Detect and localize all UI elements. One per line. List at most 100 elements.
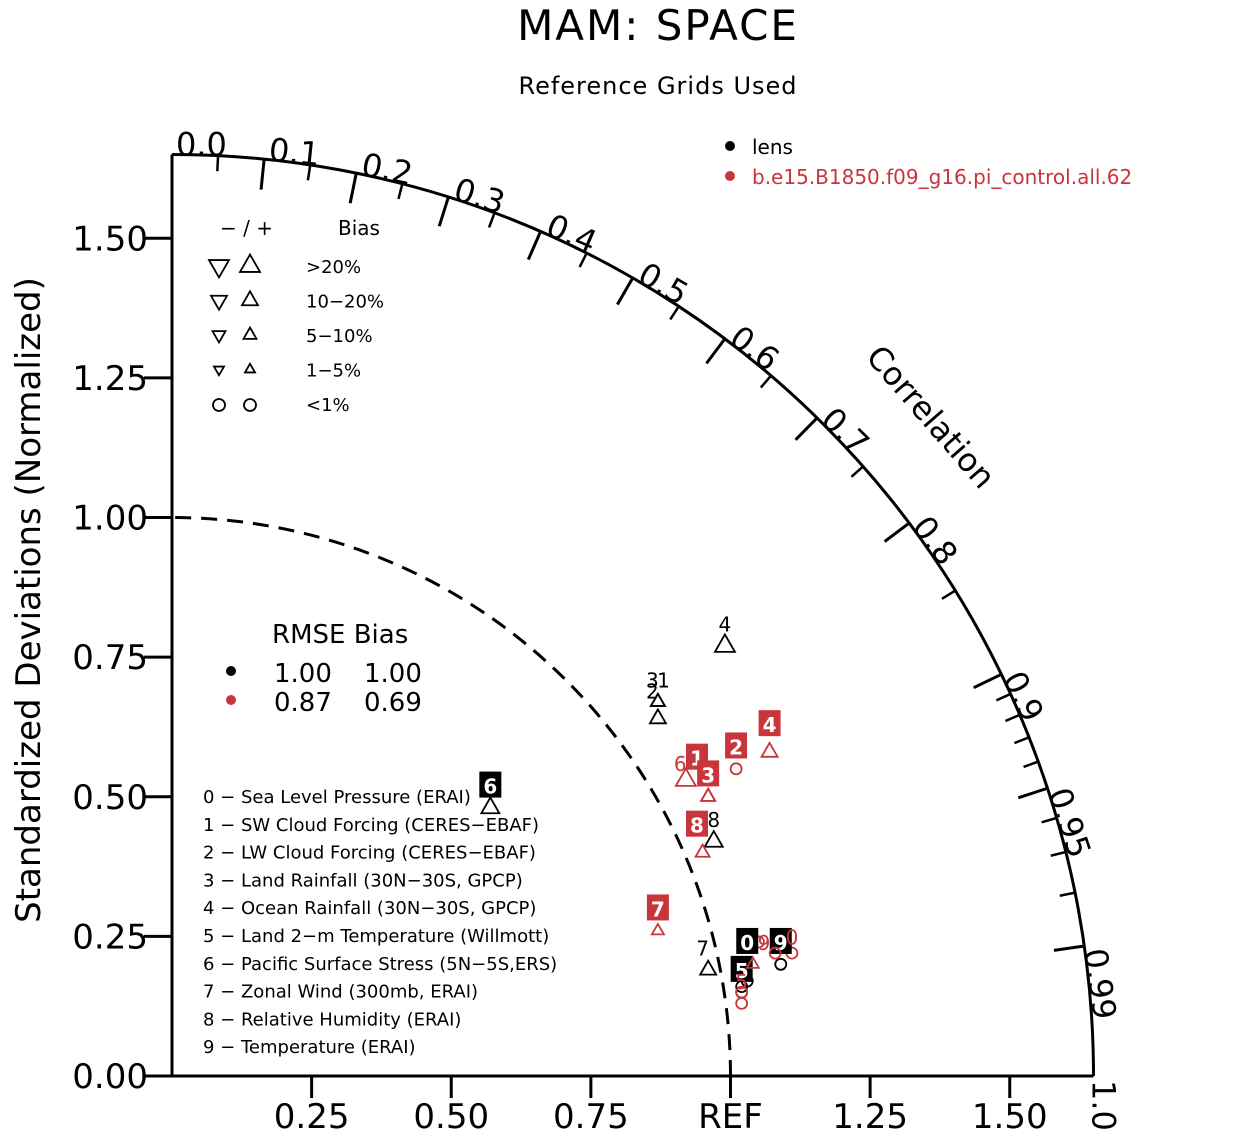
stats-swatch [226,666,236,676]
corr-tick [348,172,358,204]
corr-tick [1017,786,1048,800]
point-label-box [479,771,502,798]
bias-up-triangle-icon [241,325,259,340]
point-label: 0 [786,925,799,949]
bias-legend-sign: − / + [220,216,273,240]
bias-down-triangle-icon [210,330,228,345]
corr-minor-tick [669,305,680,321]
point-marker [694,842,712,858]
point-label: 8 [690,814,704,838]
bias-legend-header: Bias [338,216,380,240]
point-marker [729,762,743,776]
point-marker [479,795,501,815]
x-tick-label: 1.50 [972,1097,1048,1135]
corr-tick-label: 0.6 [723,318,787,379]
point-marker [713,632,737,653]
corr-tick [259,158,266,190]
bias-up-triangle-icon [238,252,262,273]
variable-list-item: 7 − Zonal Wind (300mb, ERAI) [203,982,478,1003]
bias-legend-label: 10−20% [306,292,384,313]
point-label: 7 [696,937,709,961]
corr-tick-label: 0.8 [905,509,966,573]
stats-bias: 1.00 [364,659,422,689]
point-marker [703,829,725,848]
point-label-box [758,710,781,737]
point-label: 3 [701,763,715,787]
corr-tick-label: 0.95 [1040,783,1098,863]
y-tick-label: 0.25 [72,917,148,957]
corr-tick-label: 0.99 [1076,946,1124,1022]
point-marker [735,985,749,999]
corr-tick-label: 1.0 [1085,1080,1123,1131]
corr-tick [883,521,911,543]
point-marker [745,955,761,969]
variable-list-item: 4 − Ocean Rainfall (30N−30S, GPCP) [203,898,536,919]
corr-tick [1053,944,1085,952]
y-tick-label: 1.00 [72,499,148,539]
point-label: 9 [758,931,771,955]
corr-tick-label: 0.1 [267,130,321,173]
corr-axis-label: Correlation [859,338,1003,496]
corr-minor-tick [306,164,312,181]
bias-legend-label: 1−5% [306,361,361,382]
series-legend: lens b.e15.B1850.f09_g16.pi_control.all.6… [725,135,1132,189]
point-label-box [646,894,669,921]
y-tick-label: 0.00 [72,1057,148,1097]
bias-circle-icon [212,398,226,412]
corr-tick-label: 0.4 [541,206,603,261]
point-marker [650,922,666,936]
variable-list-item: 6 − Pacific Surface Stress (5N−5S,ERS) [203,954,557,975]
point-label-box [736,927,759,954]
variable-list-item: 2 − LW Cloud Forcing (CERES−EBAF) [203,843,536,864]
bias-up-triangle-icon [240,289,260,307]
bias-legend: − / + Bias >20% 10−20% 5−10% 1−5% <1% [207,216,384,416]
stats-header: RMSE Bias [272,620,408,650]
corr-minor-tick [759,374,772,389]
y-axis-label: Standardized Deviations (Normalized) [9,277,49,923]
stats-bias: 0.69 [364,688,422,718]
variable-list-item: 8 − Relative Humidity (ERAI) [203,1009,461,1030]
bias-legend-label: <1% [306,395,350,416]
corr-minor-tick [850,465,864,478]
series-name: lens [752,135,793,159]
stats-rmse: 1.00 [274,659,332,689]
corr-minor-tick [578,252,588,268]
outer-arc [171,152,1096,1077]
point-label: 5 [735,970,748,994]
x-tick-label: 1.25 [832,1097,908,1135]
corr-tick-label: 0.3 [450,170,510,222]
point-marker [699,786,717,802]
point-label: 7 [651,897,665,921]
point-label: 2 [729,735,743,759]
x-tick-label: 0.25 [274,1097,350,1135]
point-label: 6 [483,775,497,799]
corr-minor-tick [397,183,404,200]
variable-list-item: 1 − SW Cloud Forcing (CERES−EBAF) [203,815,539,836]
bias-legend-label: 5−10% [306,326,373,347]
point-marker [760,741,780,758]
bias-down-triangle-icon [207,259,231,280]
corr-tick-label: 0.9 [995,665,1051,727]
y-tick-label: 0.50 [72,778,148,818]
corr-tick [526,230,542,261]
y-tick-label: 0.75 [72,638,148,678]
series-swatch [725,171,735,181]
bias-up-triangle-icon [243,361,257,374]
point-marker [648,707,668,725]
point-marker [674,766,698,787]
variable-list-item: 9 − Temperature (ERAI) [203,1037,416,1058]
point-marker [774,957,788,971]
series-name: b.e15.B1850.f09_g16.pi_control.all.62 [752,165,1132,189]
point-label-box [685,810,708,837]
corr-tick-label: 0.5 [632,255,695,313]
corr-minor-tick [1004,713,1021,723]
bias-circle-icon [243,398,257,412]
corr-minor-tick [216,155,220,172]
corr-tick [437,196,450,227]
corr-tick-label: 0.7 [814,400,877,463]
corr-minor-tick [1041,816,1058,824]
stats-rmse: 0.87 [274,688,332,718]
